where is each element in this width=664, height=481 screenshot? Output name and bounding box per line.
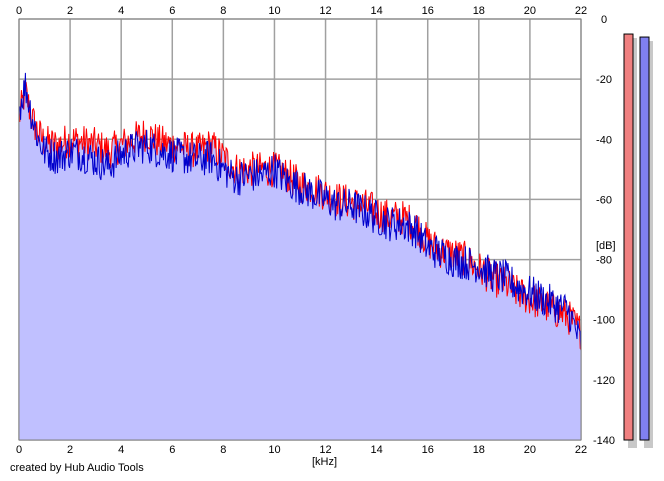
meter-left [623, 33, 634, 441]
x-tick-label-bottom: 8 [220, 444, 226, 456]
x-tick-label-top: 16 [422, 5, 434, 17]
x-tick-label-bottom: 4 [118, 444, 124, 456]
x-tick-label-bottom: 20 [524, 444, 536, 456]
credit-text: created by Hub Audio Tools [10, 462, 144, 474]
x-tick-label-bottom: 16 [422, 444, 434, 456]
x-tick-label-bottom: 22 [575, 444, 587, 456]
x-tick-label-top: 8 [220, 5, 226, 17]
y-tick-label: -120 [593, 375, 615, 387]
meter-right [639, 36, 650, 441]
x-tick-label-bottom: 10 [268, 444, 280, 456]
series-line-left [18, 80, 582, 350]
y-tick-label: 0 [601, 14, 607, 26]
y-tick-label: -60 [596, 194, 612, 206]
x-tick-label-bottom: 2 [67, 444, 73, 456]
x-tick-label-top: 20 [524, 5, 536, 17]
y-axis-label: [dB] [596, 240, 616, 252]
x-tick-label-top: 6 [169, 5, 175, 17]
x-tick-label-top: 14 [371, 5, 383, 17]
x-tick-label-top: 2 [67, 5, 73, 17]
x-tick-label-top: 4 [118, 5, 124, 17]
x-axis-label: [kHz] [312, 456, 338, 468]
y-tick-label: -40 [596, 134, 612, 146]
series-lines [18, 72, 582, 352]
y-tick-label: -100 [593, 315, 615, 327]
x-tick-label-top: 12 [319, 5, 331, 17]
x-tick-label-bottom: 6 [169, 444, 175, 456]
plot-border [18, 18, 582, 441]
x-tick-label-top: 22 [575, 5, 587, 17]
x-tick-label-top: 18 [473, 5, 485, 17]
series-line-right [18, 72, 582, 352]
x-tick-label-bottom: 0 [16, 444, 22, 456]
x-tick-label-top: 0 [16, 5, 22, 17]
x-tick-label-top: 10 [268, 5, 280, 17]
level-meters [623, 33, 653, 449]
plot-frame [18, 18, 582, 441]
y-tick-label: -80 [596, 255, 612, 267]
tick-labels: 002244668810101212141416161818202022220-… [16, 5, 615, 456]
y-tick-label: -20 [596, 74, 612, 86]
x-tick-label-bottom: 14 [371, 444, 383, 456]
y-tick-label: -140 [593, 435, 615, 447]
x-tick-label-bottom: 18 [473, 444, 485, 456]
x-tick-label-bottom: 12 [319, 444, 331, 456]
